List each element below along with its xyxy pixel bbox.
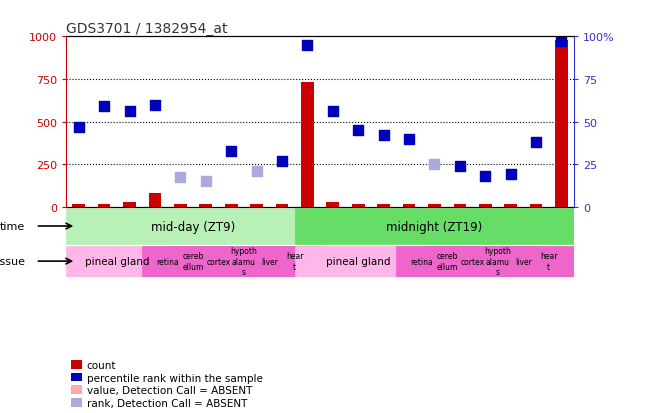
Bar [301, 83, 314, 207]
Text: midnight (ZT19): midnight (ZT19) [386, 220, 482, 233]
Text: cortex: cortex [461, 257, 484, 266]
Point [506, 171, 516, 178]
Text: hear
t: hear t [540, 252, 558, 271]
Point [150, 102, 160, 109]
Point [353, 128, 364, 134]
Bar [218, 246, 269, 277]
Text: mid-day (ZT9): mid-day (ZT9) [151, 220, 235, 233]
Bar [98, 204, 110, 207]
Bar [295, 208, 574, 244]
Point [531, 140, 541, 146]
Legend: count, percentile rank within the sample, value, Detection Call = ABSENT, rank, : count, percentile rank within the sample… [71, 360, 263, 408]
Point [404, 136, 414, 143]
Point [378, 133, 389, 139]
Text: hypoth
alamu
s: hypoth alamu s [230, 247, 257, 276]
Bar [66, 208, 320, 244]
Bar [428, 205, 441, 207]
Bar [378, 205, 390, 207]
Bar [396, 246, 447, 277]
Bar [498, 246, 549, 277]
Point [277, 158, 287, 165]
Bar [523, 246, 574, 277]
Bar [193, 246, 244, 277]
Text: pineal gland: pineal gland [84, 256, 149, 266]
Bar [504, 205, 517, 207]
Bar [199, 205, 212, 207]
Bar [174, 205, 187, 207]
Bar [269, 246, 320, 277]
Text: hypoth
alamu
s: hypoth alamu s [484, 247, 512, 276]
Text: cereb
ellum: cereb ellum [182, 252, 204, 271]
Bar [123, 202, 136, 207]
Bar [352, 205, 364, 207]
Text: retina: retina [411, 257, 433, 266]
Bar [148, 194, 161, 207]
Point [251, 169, 262, 175]
Bar [473, 246, 523, 277]
Bar [295, 246, 422, 277]
Bar [73, 204, 85, 207]
Point [480, 173, 490, 180]
Text: cereb
ellum: cereb ellum [436, 252, 458, 271]
Bar [530, 205, 543, 207]
Text: hear
t: hear t [286, 252, 304, 271]
Text: GDS3701 / 1382954_at: GDS3701 / 1382954_at [66, 22, 228, 36]
Text: retina: retina [156, 257, 179, 266]
Point [175, 174, 185, 181]
Bar [276, 204, 288, 207]
Bar [555, 40, 568, 207]
Bar [168, 246, 218, 277]
Text: tissue: tissue [0, 256, 25, 266]
Text: cortex: cortex [207, 257, 230, 266]
Point [556, 39, 567, 45]
Point [201, 178, 211, 185]
Point [73, 124, 84, 131]
Bar [327, 202, 339, 207]
Bar [453, 205, 466, 207]
Point [226, 148, 236, 154]
Point [99, 104, 110, 110]
Bar [250, 204, 263, 207]
Bar [244, 246, 294, 277]
Bar [143, 246, 193, 277]
Text: time: time [0, 221, 25, 231]
Point [302, 43, 313, 49]
Text: pineal gland: pineal gland [326, 256, 391, 266]
Bar [225, 205, 238, 207]
Bar [403, 205, 415, 207]
Bar [66, 246, 168, 277]
Bar [479, 205, 492, 207]
Point [124, 109, 135, 116]
Point [327, 109, 338, 116]
Bar [447, 246, 498, 277]
Text: liver: liver [515, 257, 532, 266]
Point [455, 163, 465, 170]
Text: liver: liver [261, 257, 278, 266]
Bar [422, 246, 473, 277]
Point [429, 161, 440, 168]
